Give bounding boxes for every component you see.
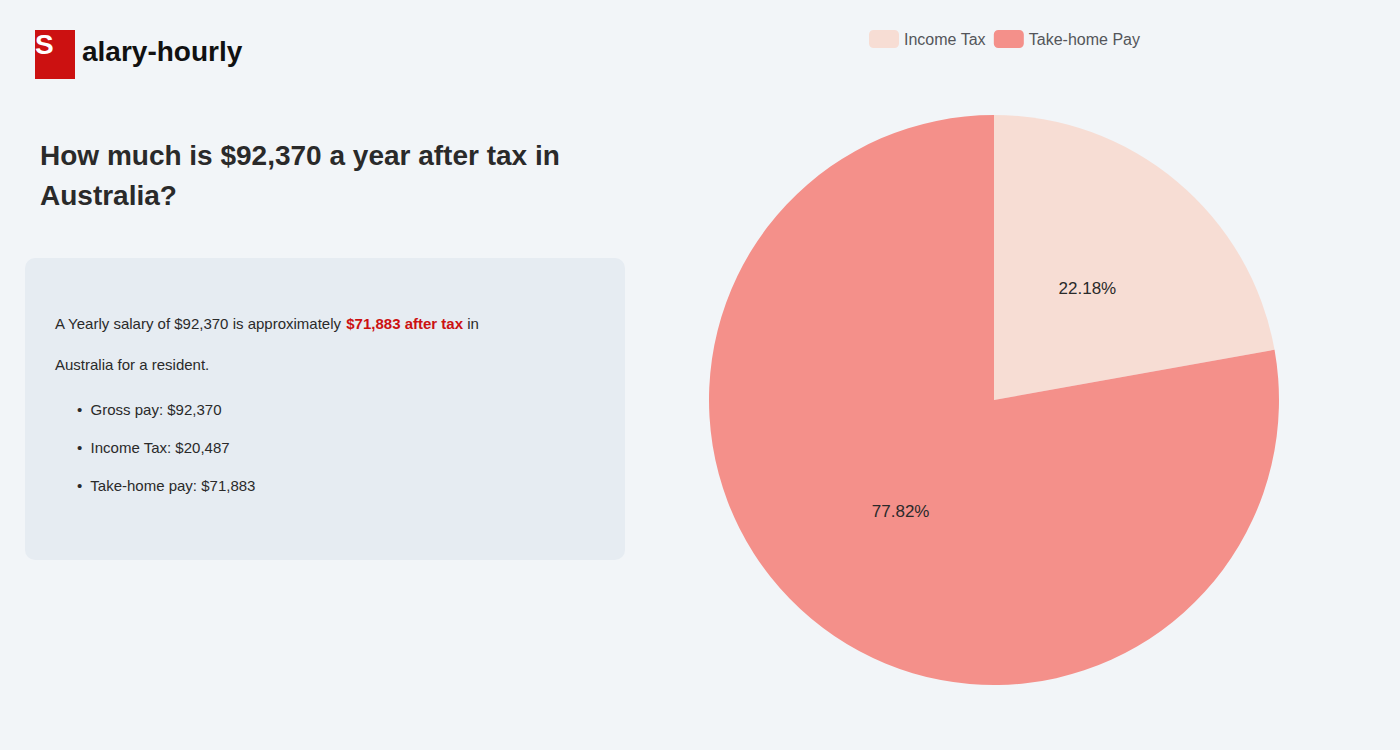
svg-text:in: in <box>463 315 479 332</box>
svg-text:alary-hourly: alary-hourly <box>82 36 243 67</box>
svg-text:• Gross pay: $92,370: • Gross pay: $92,370 <box>77 401 222 418</box>
svg-text:22.18%: 22.18% <box>1059 279 1117 298</box>
svg-text:A Yearly salary of $92,370 is: A Yearly salary of $92,370 is approximat… <box>55 315 345 332</box>
svg-text:• Income Tax: $20,487: • Income Tax: $20,487 <box>77 439 230 456</box>
svg-text:77.82%: 77.82% <box>872 502 930 521</box>
svg-text:Australia?: Australia? <box>40 180 177 211</box>
svg-text:Australia for a resident.: Australia for a resident. <box>55 356 209 373</box>
svg-text:How much is $92,370 a year aft: How much is $92,370 a year after tax in <box>40 140 568 171</box>
svg-text:$71,883 after tax: $71,883 after tax <box>346 315 463 332</box>
svg-text:Take-home Pay: Take-home Pay <box>1029 31 1140 48</box>
svg-text:Income Tax: Income Tax <box>904 31 986 48</box>
svg-text:S: S <box>35 29 54 60</box>
svg-text:• Take-home pay: $71,883: • Take-home pay: $71,883 <box>77 477 255 494</box>
